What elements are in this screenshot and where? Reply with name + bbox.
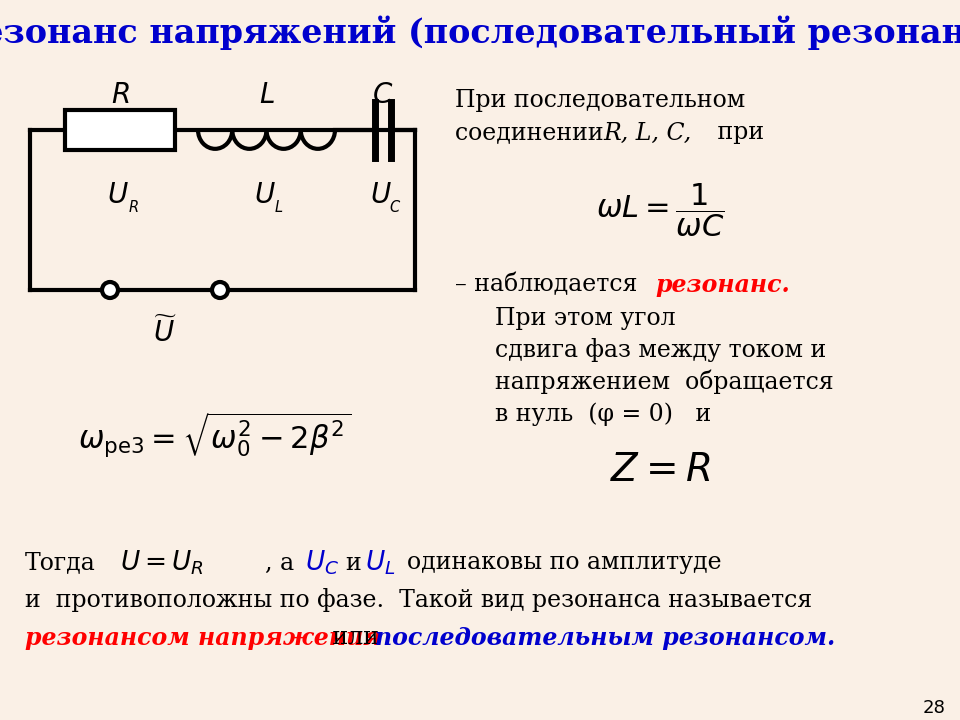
Text: $U$: $U$ — [108, 181, 129, 209]
Text: $\omega_{\mathrm{pe3}} = \sqrt{\omega_0^2 - 2\beta^2}$: $\omega_{\mathrm{pe3}} = \sqrt{\omega_0^… — [79, 410, 351, 459]
Text: При последовательном: При последовательном — [455, 89, 745, 112]
Text: Тогда: Тогда — [25, 552, 96, 575]
Text: $U = U_R$: $U = U_R$ — [120, 549, 204, 577]
Text: $Z = R$: $Z = R$ — [610, 451, 710, 489]
Text: $\widetilde{U}$: $\widetilde{U}$ — [153, 316, 178, 348]
Circle shape — [212, 282, 228, 298]
Circle shape — [102, 282, 118, 298]
Text: , а: , а — [265, 552, 294, 575]
Text: $U_C$: $U_C$ — [305, 549, 339, 577]
Text: напряжением  обращается: напряжением обращается — [495, 370, 833, 395]
Text: $_L$: $_L$ — [274, 195, 283, 215]
Text: или: или — [325, 626, 387, 649]
Text: $_C$: $_C$ — [389, 195, 401, 215]
Text: $\omega L = \dfrac{1}{\omega C}$: $\omega L = \dfrac{1}{\omega C}$ — [595, 181, 725, 239]
Text: 28: 28 — [923, 699, 945, 717]
Text: одинаковы по амплитуде: одинаковы по амплитуде — [407, 552, 722, 575]
Text: при: при — [710, 122, 764, 145]
Text: $U_L$: $U_L$ — [365, 549, 396, 577]
Text: $L$: $L$ — [258, 81, 275, 109]
Text: и: и — [345, 552, 361, 575]
Text: соединении: соединении — [455, 122, 612, 145]
Text: последовательным резонансом.: последовательным резонансом. — [375, 626, 835, 650]
Text: сдвига фаз между током и: сдвига фаз между током и — [495, 338, 827, 362]
Text: $_R$: $_R$ — [128, 195, 138, 215]
Text: резонанс.: резонанс. — [655, 273, 790, 297]
Text: в нуль  (φ = 0)   и: в нуль (φ = 0) и — [495, 402, 711, 426]
Text: и  противоположны по фазе.  Такой вид резонанса называется: и противоположны по фазе. Такой вид резо… — [25, 588, 812, 612]
Text: $U$: $U$ — [253, 181, 276, 209]
Bar — [65, 110, 175, 150]
Text: Резонанс напряжений (последовательный резонанс): Резонанс напряжений (последовательный ре… — [0, 16, 960, 50]
Text: R, L, C,: R, L, C, — [603, 122, 691, 145]
Text: $C$: $C$ — [372, 81, 394, 109]
Text: $R$: $R$ — [110, 81, 130, 109]
Text: При этом угол: При этом угол — [495, 307, 676, 330]
Text: резонансом напряжения: резонансом напряжения — [25, 626, 382, 650]
Text: – наблюдается: – наблюдается — [455, 274, 645, 297]
Text: $U$: $U$ — [371, 181, 392, 209]
